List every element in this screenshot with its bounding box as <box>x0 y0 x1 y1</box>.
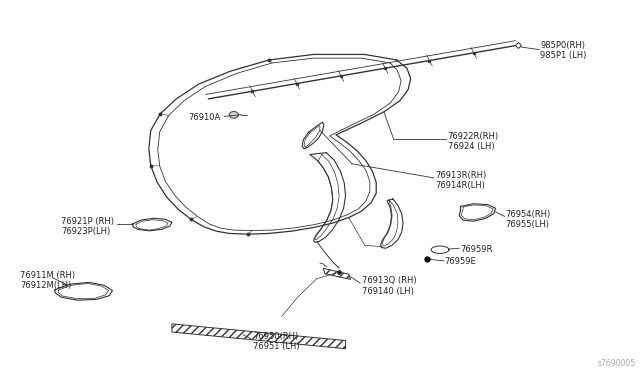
Polygon shape <box>229 112 238 118</box>
Text: 76910A: 76910A <box>189 113 221 122</box>
Text: 76954(RH)
76955(LH): 76954(RH) 76955(LH) <box>505 210 550 229</box>
Polygon shape <box>323 268 351 279</box>
Polygon shape <box>431 246 449 253</box>
Text: 76959R: 76959R <box>461 244 493 253</box>
Text: 76913R(RH)
76914R(LH): 76913R(RH) 76914R(LH) <box>435 171 486 190</box>
Text: 76922R(RH)
76924 (LH): 76922R(RH) 76924 (LH) <box>448 132 499 151</box>
Text: s7690005: s7690005 <box>598 359 636 368</box>
Text: 76921P (RH)
76923P(LH): 76921P (RH) 76923P(LH) <box>61 217 115 237</box>
Polygon shape <box>172 324 346 349</box>
Text: 985P0(RH)
985P1 (LH): 985P0(RH) 985P1 (LH) <box>540 41 587 60</box>
Text: 76911M (RH)
76912M(LH): 76911M (RH) 76912M(LH) <box>20 271 75 290</box>
Text: 76913Q (RH)
769140 (LH): 76913Q (RH) 769140 (LH) <box>362 276 416 296</box>
Text: 76959E: 76959E <box>445 257 476 266</box>
Text: 76950(RH)
76951 (LH): 76950(RH) 76951 (LH) <box>253 332 300 352</box>
